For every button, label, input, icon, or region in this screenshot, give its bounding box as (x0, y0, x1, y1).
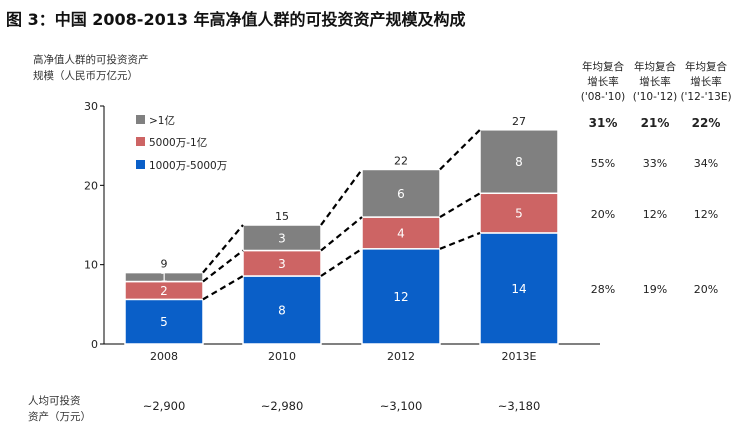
cagr-value: 55% (590, 157, 616, 170)
data-label: 1 (160, 271, 168, 285)
total-label: 22 (394, 154, 408, 167)
cagr-header-line: 年均复合 (685, 61, 727, 73)
legend-label: 5000万-1亿 (149, 136, 207, 149)
per-capita-value: ~3,180 (497, 399, 541, 413)
data-label: 14 (511, 282, 526, 296)
total-label: 15 (275, 210, 289, 223)
bar-segment (242, 275, 322, 345)
per-capita-value: ~3,100 (379, 399, 423, 413)
growth-connector (202, 249, 244, 283)
growth-connector (439, 129, 481, 171)
cagr-header: 年均复合增长率 ('10-'12) (625, 60, 685, 105)
cagr-value: 22% (691, 116, 721, 130)
growth-connector (202, 275, 244, 301)
cagr-header-line: ('10-'12) (632, 91, 678, 103)
data-label: 6 (397, 187, 405, 201)
y-tick-label: 30 (84, 100, 98, 113)
total-label: 9 (161, 258, 168, 271)
cagr-header-line: 增长率 (587, 76, 619, 88)
data-label: 3 (278, 231, 286, 245)
bar-segment (361, 168, 441, 218)
bar-segment (361, 216, 441, 250)
data-label: 5 (515, 207, 523, 221)
growth-connector (439, 192, 481, 219)
total-label: 27 (512, 115, 526, 128)
cagr-value: 20% (693, 283, 719, 296)
growth-connector (202, 224, 244, 274)
y-tick-label: 20 (84, 179, 98, 192)
legend-swatch (136, 115, 145, 124)
legend-swatch (136, 160, 145, 169)
x-tick-label: 2010 (268, 350, 296, 363)
per-capita-value: ~2,980 (260, 399, 304, 413)
page-title: 图 3：中国 2008-2013 年高净值人群的可投资资产规模及构成 (6, 10, 466, 29)
data-label: 4 (397, 226, 405, 240)
data-label: 8 (278, 304, 286, 318)
bar-segment (124, 271, 204, 283)
cagr-header-line: ('12-'13E) (680, 91, 732, 103)
cagr-value: 12% (693, 208, 719, 221)
y-axis-label: 高净值人群的可投资资产 规模（人民币万亿元） (33, 52, 149, 84)
growth-connector (320, 168, 363, 226)
growth-connector (439, 231, 481, 250)
cagr-header-line: 年均复合 (634, 61, 676, 73)
data-label: 3 (278, 257, 286, 271)
y-tick-label: 0 (91, 338, 98, 351)
cagr-header: 年均复合增长率 ('08-'10) (573, 60, 633, 105)
cagr-value: 12% (642, 208, 668, 221)
per-capita-label-line: 人均可投资 (28, 395, 81, 407)
growth-connector (320, 247, 363, 277)
cagr-value: 28% (590, 283, 616, 296)
bar-segment (361, 248, 441, 345)
cagr-header-line: ('08-'10) (580, 91, 626, 103)
y-axis-label-line: 规模（人民币万亿元） (33, 70, 138, 82)
cagr-header: 年均复合增长率 ('12-'13E) (676, 60, 736, 105)
legend-label: >1亿 (149, 114, 175, 127)
y-axis-label-line: 高净值人群的可投资资产 (33, 54, 149, 66)
legend-swatch (136, 137, 145, 146)
legend-label: 1000万-5000万 (149, 160, 227, 172)
cagr-value: 31% (588, 116, 618, 130)
cagr-value: 21% (640, 116, 670, 130)
bar-segment (242, 224, 322, 252)
data-label: 8 (515, 155, 523, 169)
cagr-header-line: 年均复合 (582, 61, 624, 73)
cagr-header-line: 增长率 (639, 76, 671, 88)
cagr-header-line: 增长率 (690, 76, 722, 88)
per-capita-label-line: 资产（万元） (28, 411, 91, 423)
cagr-value: 34% (693, 157, 719, 170)
cagr-value: 19% (642, 283, 668, 296)
x-tick-label: 2012 (387, 350, 415, 363)
bar-segment (242, 249, 322, 277)
bar-segment (479, 192, 559, 234)
data-label: 5 (160, 315, 168, 329)
y-tick-label: 10 (84, 259, 98, 272)
growth-connector (320, 216, 363, 252)
data-label: 12 (393, 290, 408, 304)
cagr-value: 20% (590, 208, 616, 221)
cagr-value: 33% (642, 157, 668, 170)
bar-segment (479, 129, 559, 195)
x-tick-label: 2008 (150, 350, 178, 363)
per-capita-label: 人均可投资 资产（万元） (28, 393, 91, 425)
x-tick-label: 2013E (502, 350, 537, 363)
per-capita-value: ~2,900 (142, 399, 186, 413)
data-label: 2 (160, 284, 168, 298)
